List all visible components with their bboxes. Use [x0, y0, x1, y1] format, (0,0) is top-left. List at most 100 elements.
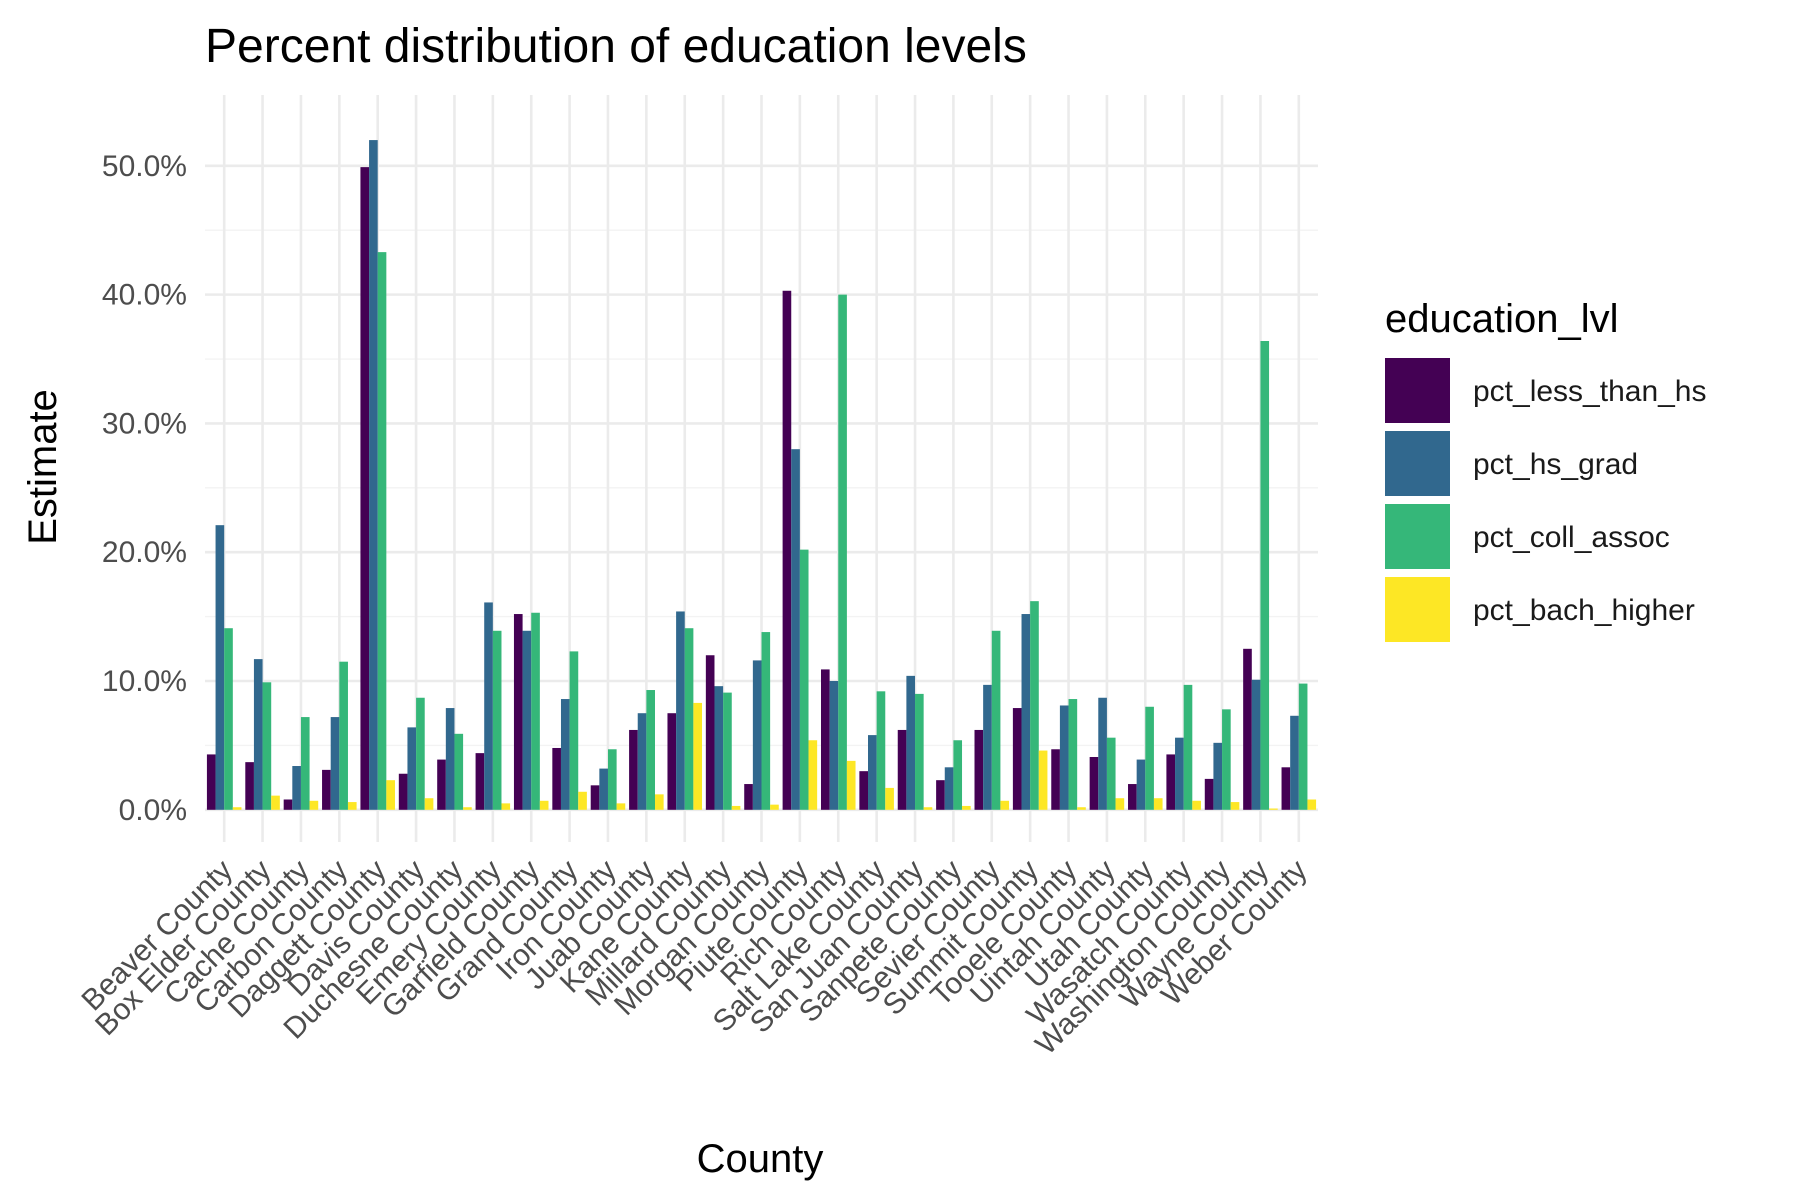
- bar-pct_less_than_hs: [936, 780, 945, 810]
- bar-pct_bach_higher: [1230, 802, 1240, 810]
- bar-pct_bach_higher: [1115, 798, 1125, 810]
- legend-key-pct_coll_assoc: [1385, 504, 1450, 569]
- bar-pct_less_than_hs: [782, 290, 792, 810]
- legend-key-pct_less_than_hs: [1385, 358, 1450, 423]
- x-axis-title: County: [697, 1137, 824, 1181]
- y-tick-label: 0.0%: [119, 794, 187, 827]
- bar-pct_coll_assoc: [1298, 683, 1308, 810]
- bar-pct_hs_grad: [1021, 614, 1031, 810]
- bar-pct_bach_higher: [424, 798, 434, 810]
- bar-pct_bach_higher: [1192, 800, 1201, 810]
- chart-title: Percent distribution of education levels: [205, 20, 1027, 73]
- bar-pct_less_than_hs: [283, 799, 293, 810]
- bar-pct_bach_higher: [923, 807, 933, 810]
- bar-pct_bach_higher: [501, 803, 511, 810]
- bar-pct_less_than_hs: [859, 771, 869, 810]
- bar-pct_bach_higher: [1038, 750, 1048, 810]
- bar-pct_coll_assoc: [1068, 699, 1078, 810]
- bar-pct_hs_grad: [868, 735, 877, 810]
- legend-label: pct_less_than_hs: [1473, 375, 1707, 408]
- bar-pct_coll_assoc: [339, 661, 348, 810]
- bar-pct_coll_assoc: [377, 252, 387, 810]
- y-tick-label: 50.0%: [102, 150, 187, 183]
- bar-pct_bach_higher: [232, 807, 242, 810]
- bar-pct_coll_assoc: [1106, 737, 1116, 810]
- bar-pct_coll_assoc: [646, 690, 655, 810]
- bar-pct_less_than_hs: [897, 729, 907, 810]
- bar-pct_coll_assoc: [1183, 684, 1193, 810]
- bar-pct_bach_higher: [846, 760, 856, 810]
- bar-pct_less_than_hs: [360, 167, 370, 810]
- bar-pct_coll_assoc: [838, 294, 847, 810]
- bar-pct_bach_higher: [770, 804, 779, 810]
- bar-pct_hs_grad: [983, 684, 992, 810]
- bar-pct_hs_grad: [1098, 697, 1107, 810]
- bar-pct_less_than_hs: [705, 655, 715, 810]
- bar-pct_hs_grad: [484, 602, 493, 810]
- bar-pct_coll_assoc: [1145, 706, 1154, 810]
- legend-label: pct_hs_grad: [1473, 448, 1638, 481]
- bar-pct_less_than_hs: [744, 784, 753, 810]
- bar-pct_hs_grad: [292, 766, 301, 810]
- bar-pct_hs_grad: [1136, 759, 1146, 810]
- bar-pct_bach_higher: [885, 787, 894, 810]
- bar-pct_bach_higher: [463, 807, 472, 810]
- legend-label: pct_coll_assoc: [1473, 521, 1670, 554]
- y-tick-label: 30.0%: [102, 407, 187, 440]
- bar-pct_less_than_hs: [1089, 756, 1099, 810]
- y-tick-label: 10.0%: [102, 665, 187, 698]
- bar-pct_less_than_hs: [1243, 648, 1252, 810]
- bar-pct_coll_assoc: [531, 612, 540, 810]
- bar-pct_bach_higher: [539, 800, 549, 810]
- bar-pct_bach_higher: [693, 702, 703, 810]
- bar-pct_hs_grad: [791, 449, 800, 810]
- legend-key-pct_bach_higher: [1385, 577, 1450, 642]
- bar-pct_hs_grad: [1175, 737, 1184, 810]
- bar-pct_coll_assoc: [761, 632, 771, 810]
- bar-pct_hs_grad: [1213, 742, 1223, 810]
- bar-pct_hs_grad: [637, 713, 647, 810]
- bar-pct_less_than_hs: [1128, 784, 1137, 810]
- bar-pct_coll_assoc: [607, 749, 617, 810]
- bar-pct_less_than_hs: [1204, 778, 1214, 810]
- bar-pct_hs_grad: [522, 630, 532, 810]
- bar-pct_coll_assoc: [300, 717, 310, 810]
- y-tick-label: 40.0%: [102, 279, 187, 312]
- legend-title: education_lvl: [1385, 297, 1619, 341]
- legend-label: pct_bach_higher: [1473, 594, 1695, 627]
- bar-pct_bach_higher: [1077, 807, 1086, 810]
- bar-pct_coll_assoc: [953, 740, 963, 810]
- bar-pct_less_than_hs: [667, 713, 677, 810]
- bar-pct_less_than_hs: [590, 785, 600, 810]
- bar-pct_less_than_hs: [437, 759, 446, 810]
- bar-pct_less_than_hs: [398, 773, 408, 810]
- bar-pct_less_than_hs: [629, 729, 638, 810]
- legend: education_lvl pct_less_than_hs pct_hs_gra…: [1385, 297, 1707, 642]
- bar-pct_less_than_hs: [322, 769, 331, 810]
- bar-pct_hs_grad: [330, 717, 340, 810]
- bar-pct_coll_assoc: [262, 682, 272, 810]
- bar-pct_hs_grad: [445, 708, 455, 810]
- bar-pct_coll_assoc: [224, 628, 233, 810]
- bar-pct_coll_assoc: [569, 651, 579, 810]
- bar-pct_less_than_hs: [820, 669, 830, 810]
- bar-pct_coll_assoc: [492, 630, 502, 810]
- bar-pct_bach_higher: [808, 740, 818, 810]
- bar-pct_bach_higher: [962, 805, 971, 810]
- bar-pct_less_than_hs: [1051, 749, 1060, 810]
- bar-pct_hs_grad: [215, 525, 225, 810]
- bar-pct_bach_higher: [1153, 798, 1163, 810]
- legend-key-pct_hs_grad: [1385, 431, 1450, 496]
- bar-pct_coll_assoc: [799, 549, 809, 810]
- bar-pct_coll_assoc: [876, 691, 886, 810]
- bar-pct_bach_higher: [578, 791, 587, 810]
- bar-pct_coll_assoc: [416, 697, 425, 810]
- bar-pct_coll_assoc: [1222, 709, 1231, 810]
- bar-pct_less_than_hs: [475, 753, 485, 810]
- bar-pct_less_than_hs: [1166, 754, 1176, 810]
- bar-pct_hs_grad: [369, 140, 378, 810]
- bar-pct_hs_grad: [829, 681, 839, 810]
- bar-pct_coll_assoc: [1030, 601, 1039, 810]
- y-tick-label: 20.0%: [102, 536, 187, 569]
- bar-pct_hs_grad: [714, 686, 724, 810]
